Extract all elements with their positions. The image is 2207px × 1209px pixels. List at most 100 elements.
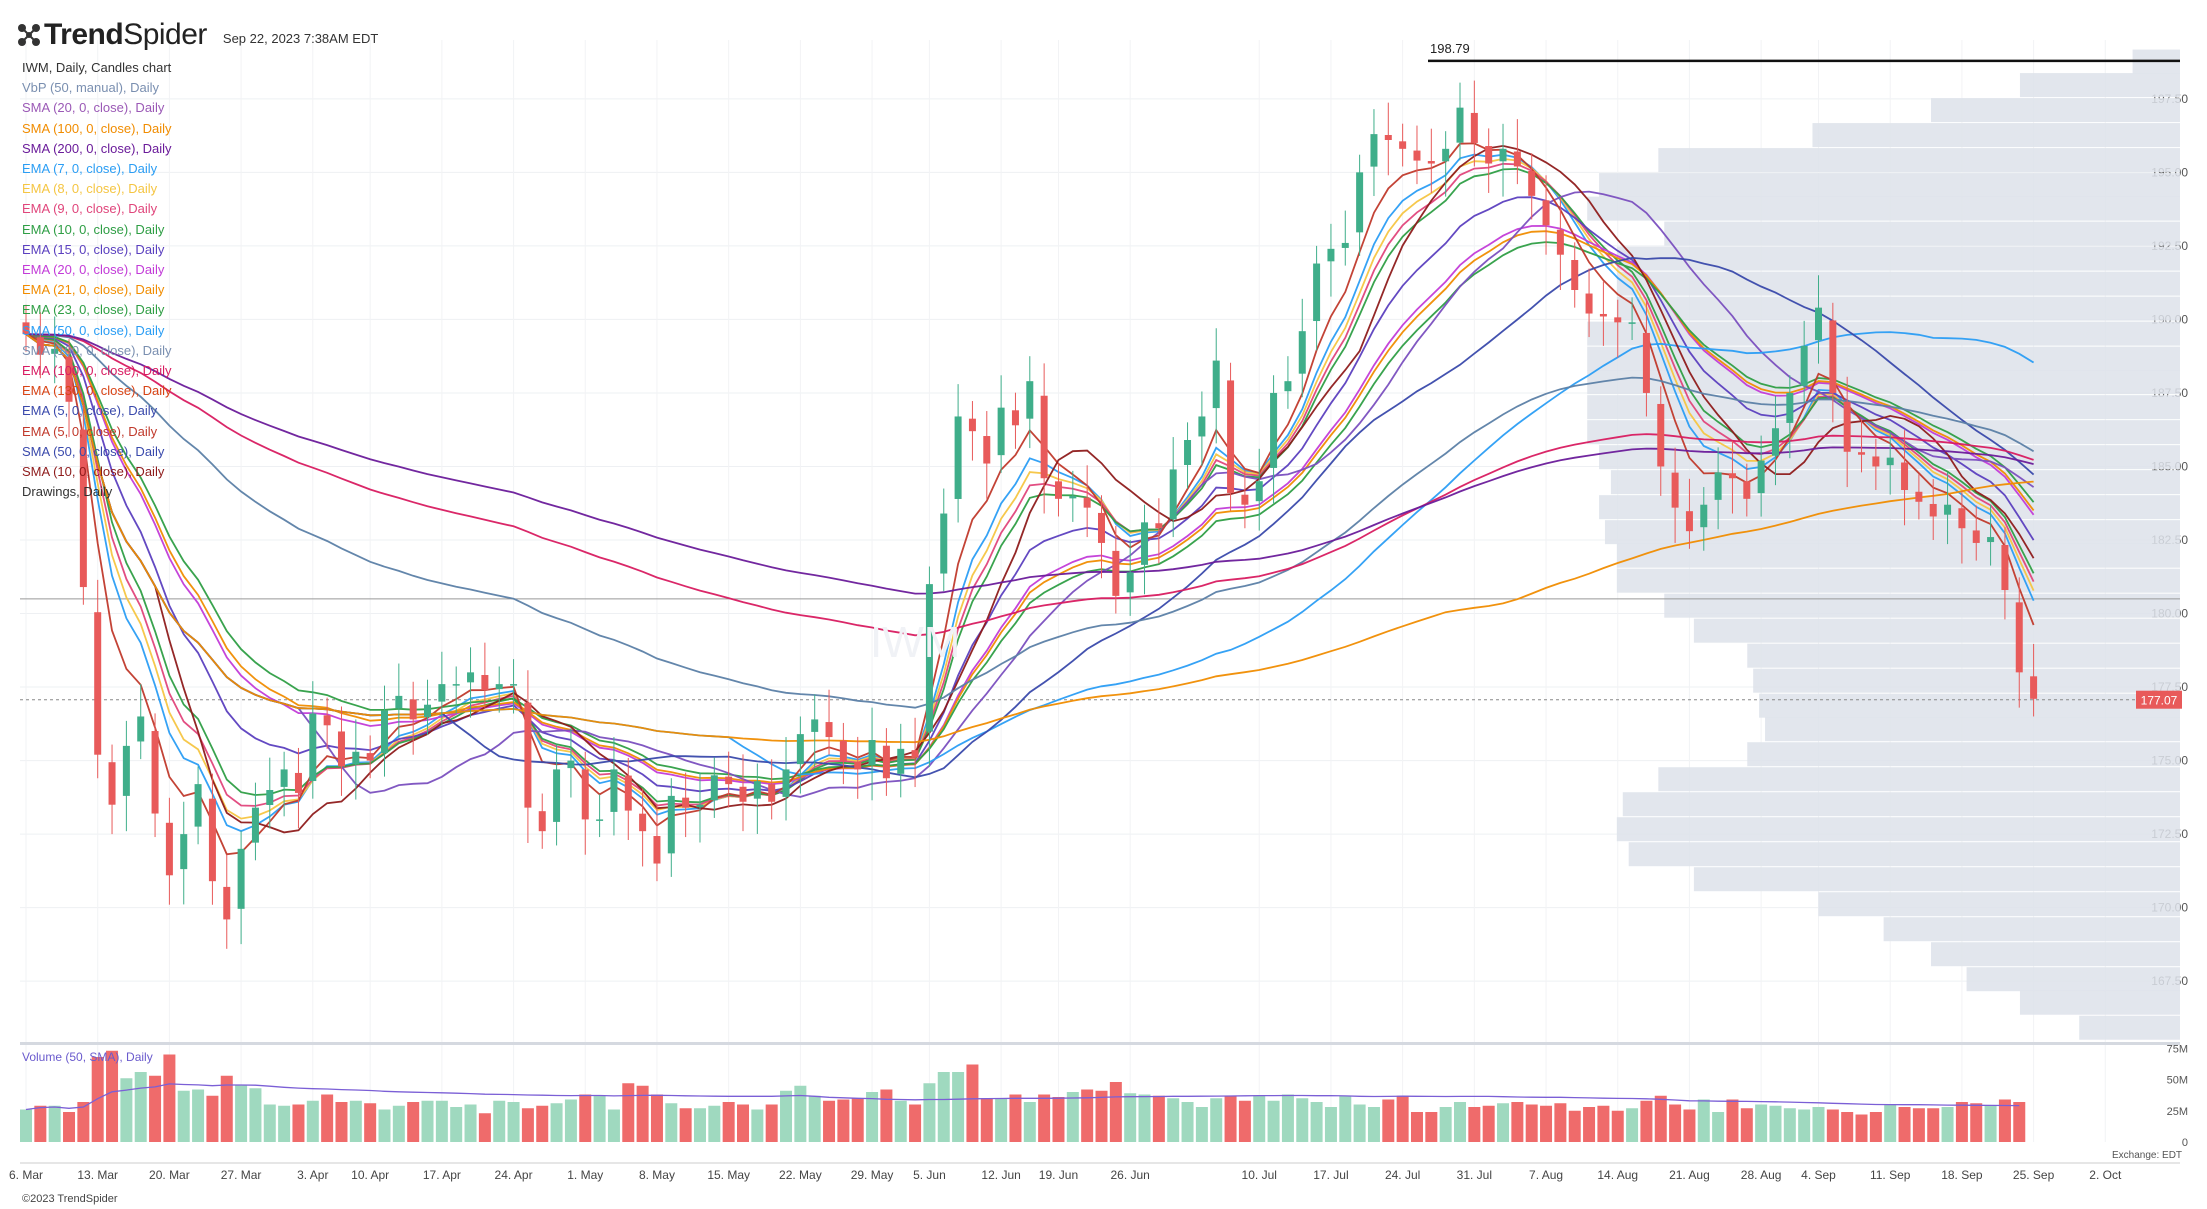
volume-bar bbox=[1640, 1100, 1653, 1142]
volume-bar bbox=[335, 1102, 348, 1142]
candle-body bbox=[352, 751, 360, 765]
volume-bar bbox=[507, 1102, 520, 1142]
candle-body bbox=[467, 672, 475, 683]
legend-item[interactable]: EMA (9, 0, close), Daily bbox=[22, 201, 158, 217]
legend-item[interactable]: SMA (20, 0, close), Daily bbox=[22, 100, 165, 116]
legend-item[interactable]: EMA (100, 0, close), Daily bbox=[22, 363, 172, 379]
moving-average-line bbox=[25, 230, 2035, 784]
volume-bar bbox=[48, 1105, 61, 1142]
legend-item[interactable]: SMA (50, 0, close), Daily bbox=[22, 443, 165, 459]
candle-body bbox=[753, 781, 761, 799]
volume-bar bbox=[1554, 1103, 1567, 1142]
candle-body bbox=[381, 710, 388, 754]
legend-item[interactable]: SMA (100, 0, close), Daily bbox=[22, 342, 172, 358]
candle-body bbox=[581, 769, 589, 820]
volume-bar bbox=[837, 1099, 850, 1142]
x-tick-label: 2. Oct bbox=[2089, 1168, 2122, 1182]
volume-bar bbox=[20, 1109, 32, 1142]
candle-body bbox=[194, 784, 202, 827]
volume-bar bbox=[1755, 1104, 1768, 1142]
legend-item[interactable]: EMA (15, 0, close), Daily bbox=[22, 241, 165, 257]
candle-body bbox=[1628, 322, 1636, 324]
volume-sma-line bbox=[25, 1083, 2020, 1111]
moving-average-line bbox=[25, 333, 2035, 709]
candle-body bbox=[1284, 381, 1292, 392]
candle-body bbox=[1370, 134, 1378, 167]
volume-tick-label: 50M bbox=[2167, 1075, 2188, 1087]
volume-bar bbox=[1511, 1102, 1524, 1142]
volume-bar bbox=[278, 1105, 291, 1142]
legend-item[interactable]: SMA (100, 0, close), Daily bbox=[22, 120, 172, 136]
legend-item[interactable]: EMA (5, 0, close), Daily bbox=[22, 403, 158, 419]
volume-bar bbox=[1382, 1099, 1395, 1142]
volume-profile-bar bbox=[2019, 73, 2180, 98]
volume-bar bbox=[493, 1100, 506, 1142]
candle-body bbox=[825, 722, 833, 738]
volume-bar bbox=[693, 1108, 706, 1142]
legend-item[interactable]: EMA (10, 0, close), Daily bbox=[22, 221, 165, 237]
moving-average-line bbox=[25, 144, 2035, 834]
candle-body bbox=[452, 684, 460, 686]
volume-bar bbox=[478, 1113, 491, 1142]
volume-profile-bar bbox=[1658, 148, 2180, 173]
volume-bar bbox=[593, 1095, 606, 1142]
candle-body bbox=[1227, 380, 1235, 493]
legend-item[interactable]: EMA (8, 0, close), Daily bbox=[22, 181, 158, 197]
volume-profile-bar bbox=[1765, 717, 2180, 742]
volume-bar bbox=[1281, 1094, 1294, 1142]
candle-body bbox=[1872, 456, 1880, 467]
legend-item[interactable]: EMA (130, 0, close), Daily bbox=[22, 383, 172, 399]
legend-item[interactable]: EMA (20, 0, close), Daily bbox=[22, 262, 165, 278]
legend-item[interactable]: VbP (50, manual), Daily bbox=[22, 80, 160, 96]
volume-profile-bar bbox=[1658, 767, 2180, 792]
candle-body bbox=[667, 795, 675, 854]
volume-profile-bar bbox=[1931, 942, 2180, 967]
volume-profile-bar bbox=[1587, 196, 2180, 221]
legend-item[interactable]: EMA (21, 0, close), Daily bbox=[22, 282, 165, 298]
volume-bar bbox=[923, 1083, 936, 1142]
candle-body bbox=[251, 807, 259, 843]
legend-item[interactable]: SMA (200, 0, close), Daily bbox=[22, 140, 172, 156]
x-tick-label: 1. May bbox=[567, 1168, 603, 1182]
volume-bar bbox=[650, 1094, 663, 1142]
volume-bar bbox=[1597, 1105, 1610, 1142]
candle-body bbox=[2030, 676, 2038, 699]
x-tick-label: 6. Mar bbox=[9, 1168, 43, 1182]
candle-body bbox=[1427, 161, 1435, 164]
volume-bar bbox=[1310, 1102, 1323, 1142]
moving-average-line bbox=[25, 241, 2035, 781]
volume-bar bbox=[1912, 1108, 1925, 1142]
legend-item[interactable]: EMA (23, 0, close), Daily bbox=[22, 302, 165, 318]
volume-bar bbox=[306, 1100, 319, 1142]
x-tick-label: 26. Jun bbox=[1110, 1168, 1149, 1182]
x-tick-label: 4. Sep bbox=[1801, 1168, 1836, 1182]
legend-item[interactable]: Drawings, Daily bbox=[22, 484, 113, 500]
volume-profile-bar bbox=[2079, 1015, 2180, 1040]
candle-body bbox=[1083, 497, 1091, 508]
legend-item[interactable]: SMA (10, 0, close), Daily bbox=[22, 464, 165, 480]
volume-bar bbox=[1339, 1095, 1352, 1142]
candle-body bbox=[510, 684, 518, 686]
candle-body bbox=[524, 702, 532, 808]
volume-bar bbox=[192, 1089, 205, 1142]
volume-bar bbox=[1826, 1109, 1839, 1142]
volume-bar bbox=[1038, 1094, 1051, 1142]
candle-body bbox=[65, 356, 73, 402]
volume-bar bbox=[321, 1094, 334, 1142]
volume-bar bbox=[364, 1103, 377, 1142]
volume-bar bbox=[866, 1092, 879, 1142]
legend-item[interactable]: EMA (7, 0, close), Daily bbox=[22, 161, 158, 177]
volume-profile-bar bbox=[1599, 173, 2180, 198]
legend-item[interactable]: SMA (50, 0, close), Daily bbox=[22, 322, 165, 338]
x-tick-label: 11. Sep bbox=[1870, 1168, 1911, 1182]
x-tick-label: 14. Aug bbox=[1597, 1168, 1638, 1182]
volume-bar bbox=[880, 1089, 893, 1142]
x-tick-label: 27. Mar bbox=[221, 1168, 262, 1182]
volume-bar bbox=[1540, 1105, 1553, 1142]
volume-bar bbox=[521, 1108, 534, 1142]
candle-body bbox=[1886, 457, 1894, 466]
candle-body bbox=[237, 848, 245, 909]
legend-item[interactable]: IWM, Daily, Candles chart bbox=[22, 60, 172, 75]
legend-item[interactable]: EMA (5, 0, close), Daily bbox=[22, 423, 158, 439]
